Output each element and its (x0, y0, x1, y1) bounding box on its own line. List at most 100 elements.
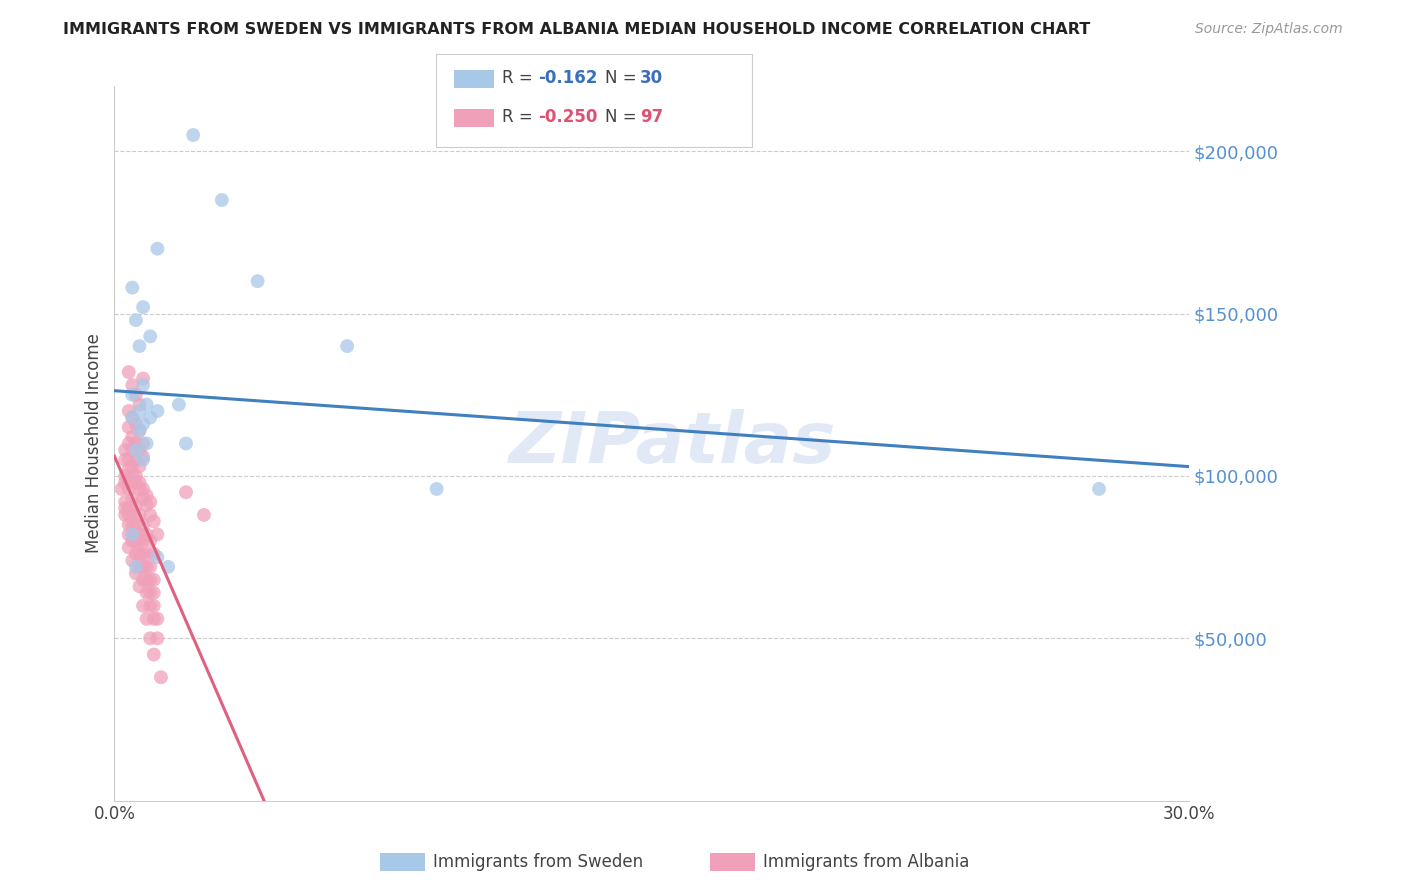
Point (142, 648, 165, 662)
Point (146, 632, 169, 646)
Point (139, 410, 162, 425)
Point (125, 436, 148, 450)
Point (139, 632, 162, 646)
Point (121, 378, 143, 392)
Point (142, 586, 165, 600)
Point (132, 533, 155, 548)
Point (121, 508, 143, 522)
Point (174, 436, 197, 450)
Point (114, 501, 136, 516)
Text: R =: R = (502, 108, 538, 126)
Point (132, 371, 155, 385)
Text: -0.250: -0.250 (538, 108, 598, 126)
Point (118, 508, 141, 522)
Point (139, 495, 162, 509)
Point (121, 527, 143, 541)
Text: N =: N = (605, 108, 641, 126)
Point (132, 547, 155, 561)
Y-axis label: Median Household Income: Median Household Income (86, 334, 103, 553)
Point (135, 612, 157, 626)
Point (114, 495, 136, 509)
Point (135, 488, 157, 502)
Point (128, 442, 150, 457)
Point (167, 398, 190, 412)
Point (118, 436, 141, 450)
Point (128, 475, 150, 490)
Point (142, 599, 165, 613)
Point (132, 559, 155, 574)
Point (125, 498, 148, 512)
Point (121, 517, 143, 532)
Point (118, 420, 141, 434)
Point (128, 527, 150, 541)
Point (139, 329, 162, 343)
Point (139, 586, 162, 600)
Point (128, 398, 150, 412)
Point (139, 559, 162, 574)
Point (125, 388, 148, 402)
Point (125, 559, 148, 574)
Text: 97: 97 (640, 108, 664, 126)
Point (128, 547, 150, 561)
Point (174, 485, 197, 500)
Point (128, 508, 150, 522)
Point (128, 579, 150, 593)
Point (125, 517, 148, 532)
Point (125, 547, 148, 561)
Point (135, 527, 157, 541)
Point (135, 573, 157, 587)
Point (132, 417, 155, 431)
Point (181, 128, 204, 142)
Point (121, 491, 143, 506)
Point (125, 469, 148, 483)
Point (121, 469, 143, 483)
Point (142, 573, 165, 587)
Point (121, 527, 143, 541)
Point (118, 462, 141, 476)
Point (121, 410, 143, 425)
Point (157, 559, 180, 574)
Point (146, 404, 169, 418)
Point (132, 599, 155, 613)
Point (135, 586, 157, 600)
Point (118, 501, 141, 516)
Point (193, 508, 215, 522)
Text: N =: N = (605, 70, 641, 87)
Text: IMMIGRANTS FROM SWEDEN VS IMMIGRANTS FROM ALBANIA MEDIAN HOUSEHOLD INCOME CORREL: IMMIGRANTS FROM SWEDEN VS IMMIGRANTS FRO… (63, 22, 1091, 37)
Point (135, 559, 157, 574)
Point (125, 313, 148, 327)
Point (121, 533, 143, 548)
Point (135, 398, 157, 412)
Point (118, 482, 141, 496)
Point (118, 517, 141, 532)
Point (110, 482, 132, 496)
Point (114, 442, 136, 457)
Point (121, 430, 143, 444)
Point (139, 508, 162, 522)
Point (146, 242, 169, 256)
Text: ZIPatlas: ZIPatlas (509, 409, 837, 478)
Point (125, 452, 148, 467)
Text: Source: ZipAtlas.com: Source: ZipAtlas.com (1195, 22, 1343, 37)
Point (125, 533, 148, 548)
Point (125, 566, 148, 581)
Point (121, 553, 143, 567)
Point (125, 417, 148, 431)
Point (128, 339, 150, 353)
Text: Immigrants from Albania: Immigrants from Albania (763, 853, 970, 871)
Point (118, 404, 141, 418)
Point (135, 436, 157, 450)
Point (128, 559, 150, 574)
Point (118, 475, 141, 490)
Point (114, 452, 136, 467)
Text: Immigrants from Sweden: Immigrants from Sweden (433, 853, 643, 871)
Point (146, 527, 169, 541)
Point (118, 452, 141, 467)
Point (125, 527, 148, 541)
Point (118, 527, 141, 541)
Point (132, 300, 155, 314)
Text: -0.162: -0.162 (538, 70, 598, 87)
Point (246, 274, 269, 288)
Point (132, 378, 155, 392)
Point (118, 541, 141, 555)
